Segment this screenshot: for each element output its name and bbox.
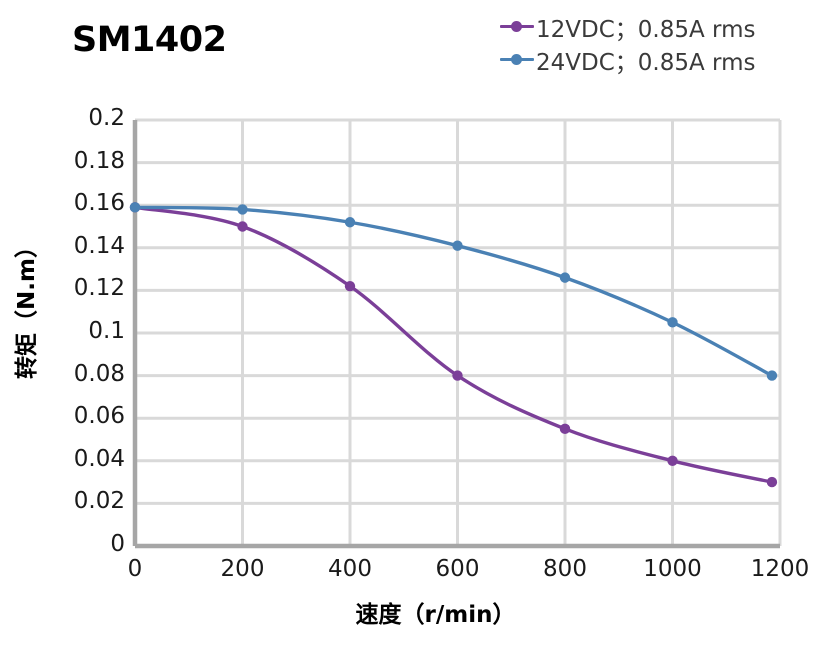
chart-legend: 12VDC；0.85A rms 24VDC；0.85A rms [500, 10, 830, 76]
y-tick-text: 0.04 [73, 445, 125, 472]
legend-marker-12vdc [500, 20, 534, 34]
axis-spines [132, 120, 780, 549]
data-point [667, 317, 678, 328]
y-tick-text: 0.2 [88, 105, 125, 131]
x-tick-text: 200 [220, 556, 265, 582]
x-tick-text: 1000 [643, 556, 702, 582]
legend-marker-24vdc [500, 53, 534, 67]
data-series-layer [129, 202, 778, 488]
series-24vdc [129, 202, 778, 381]
y-tick-text: 0 [110, 531, 125, 557]
y-tick-text: 0.06 [73, 403, 125, 430]
data-point [667, 455, 678, 466]
x-tick-text: 0 [127, 556, 143, 582]
y-tick-text: 0.08 [73, 360, 125, 387]
x-tick-text: 400 [328, 556, 372, 582]
data-point [559, 423, 571, 435]
legend-label-12vdc: 12VDC；0.85A rms [536, 16, 756, 43]
data-point [766, 476, 778, 488]
data-point [344, 217, 356, 228]
y-tick-text: 0.18 [73, 147, 125, 174]
y-tick-text: 0.16 [73, 190, 125, 217]
data-point [344, 280, 356, 292]
page-title: SM1402 [72, 20, 227, 60]
y-tick-text: 0.14 [73, 232, 125, 259]
x-tick-text: 1200 [750, 556, 810, 582]
series-12vdc [129, 202, 778, 488]
data-point [237, 221, 248, 232]
legend-item-24vdc: 24VDC；0.85A rms [500, 43, 830, 76]
legend-item-12vdc: 12VDC；0.85A rms [500, 10, 830, 43]
y-axis-title: 转矩（N.m） [14, 235, 40, 379]
y-tick-text: 0.1 [88, 318, 125, 344]
data-point [559, 272, 571, 283]
data-point [452, 370, 463, 381]
data-point [237, 204, 248, 215]
x-tick-text: 600 [435, 556, 480, 582]
y-tick-text: 0.12 [73, 275, 125, 302]
data-point [766, 370, 778, 381]
x-tick-text: 800 [543, 556, 587, 582]
y-tick-text: 0.02 [73, 488, 125, 515]
x-axis-title: 速度（r/min） [355, 602, 516, 628]
data-point [452, 240, 463, 251]
legend-label-24vdc: 24VDC；0.85A rms [536, 49, 756, 76]
data-point [129, 202, 141, 213]
y-axis-tick-labels: 0 0.02 0.04 0.06 0.08 0.1 0.12 0.14 0.16 0.18 0.2 [35, 0, 125, 660]
